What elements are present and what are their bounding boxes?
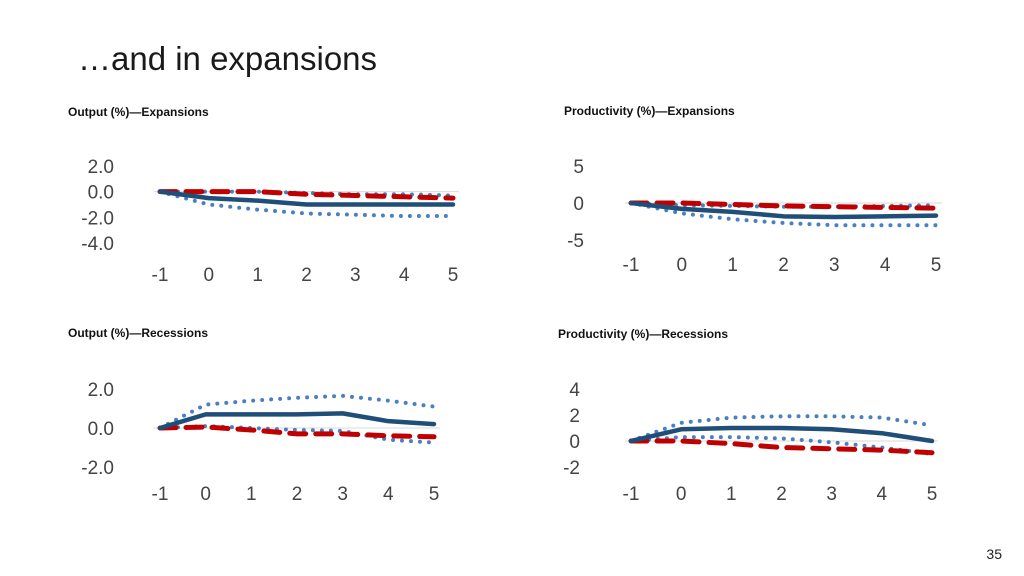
x-tick-label: 0: [676, 484, 687, 505]
series-line-dashed-3: [157, 424, 437, 440]
chart-title-output-recessions: Output (%)—Recessions: [68, 326, 209, 340]
chart-title-productivity-recessions: Productivity (%)—Recessions: [558, 327, 729, 341]
x-tick-label: 2: [776, 484, 787, 505]
series-line-solid-0: [628, 200, 939, 220]
x-tick-label: 1: [726, 484, 737, 505]
series-line-solid-0: [628, 425, 935, 444]
x-tick-label: -1: [623, 484, 640, 505]
y-tick-label: 0.0: [88, 183, 114, 204]
series-line-dotted-2: [629, 435, 934, 456]
x-tick-label: -1: [152, 484, 169, 505]
y-tick-label: 4: [569, 380, 580, 401]
x-tick-label: -1: [623, 255, 640, 276]
x-tick-label: 3: [826, 484, 837, 505]
x-tick-label: 5: [927, 484, 938, 505]
chart-title-productivity-expansions: Productivity (%)—Expansions: [564, 104, 735, 118]
series-line-dotted-1: [629, 414, 934, 443]
y-tick-label: 2.0: [88, 380, 114, 401]
x-tick-label: 1: [246, 484, 257, 505]
series-line-dashed-3: [628, 438, 935, 456]
x-tick-label: 3: [829, 255, 840, 276]
y-tick-label: -2: [563, 458, 580, 479]
y-tick-label: -5: [567, 231, 584, 252]
y-tick-label: 2.0: [88, 157, 114, 178]
x-tick-label: 4: [880, 255, 891, 276]
x-tick-label: -1: [152, 265, 169, 286]
x-tick-label: 1: [252, 265, 263, 286]
series-line-dotted-1: [158, 189, 455, 198]
x-tick-label: 3: [350, 265, 361, 286]
x-tick-label: 2: [292, 484, 303, 505]
slide-title: …and in expansions: [78, 40, 378, 77]
series-line-dotted-1: [629, 201, 938, 209]
series-line-dotted-2: [158, 424, 436, 445]
series-line-dashed-3: [628, 200, 939, 211]
x-tick-label: 0: [200, 484, 211, 505]
series-line-solid-0: [157, 411, 437, 431]
x-tick-label: 5: [448, 265, 459, 286]
x-tick-label: 4: [399, 265, 410, 286]
y-tick-label: 0.0: [88, 419, 114, 440]
x-tick-label: 4: [877, 484, 888, 505]
x-tick-label: 2: [301, 265, 312, 286]
series-line-dotted-2: [629, 201, 938, 228]
y-tick-label: 5: [573, 157, 584, 178]
x-tick-label: 1: [727, 255, 738, 276]
x-tick-label: 5: [429, 484, 440, 505]
chart-title-output-expansions: Output (%)—Expansions: [68, 105, 209, 119]
page-number: 35: [986, 546, 1002, 562]
y-tick-label: 0: [569, 432, 580, 453]
series-line-dotted-1: [158, 393, 436, 430]
x-tick-label: 5: [931, 255, 942, 276]
y-tick-label: -2.0: [81, 458, 114, 479]
x-tick-label: 4: [383, 484, 394, 505]
y-tick-label: -4.0: [81, 234, 114, 255]
x-tick-label: 2: [778, 255, 789, 276]
x-tick-label: 0: [204, 265, 215, 286]
y-tick-label: 2: [569, 406, 580, 427]
series-line-dashed-3: [157, 189, 456, 201]
y-tick-label: -2.0: [81, 208, 114, 229]
y-tick-label: 0: [573, 194, 584, 215]
series-line-solid-0: [157, 189, 456, 207]
x-tick-label: 0: [677, 255, 688, 276]
x-tick-label: 3: [337, 484, 348, 505]
